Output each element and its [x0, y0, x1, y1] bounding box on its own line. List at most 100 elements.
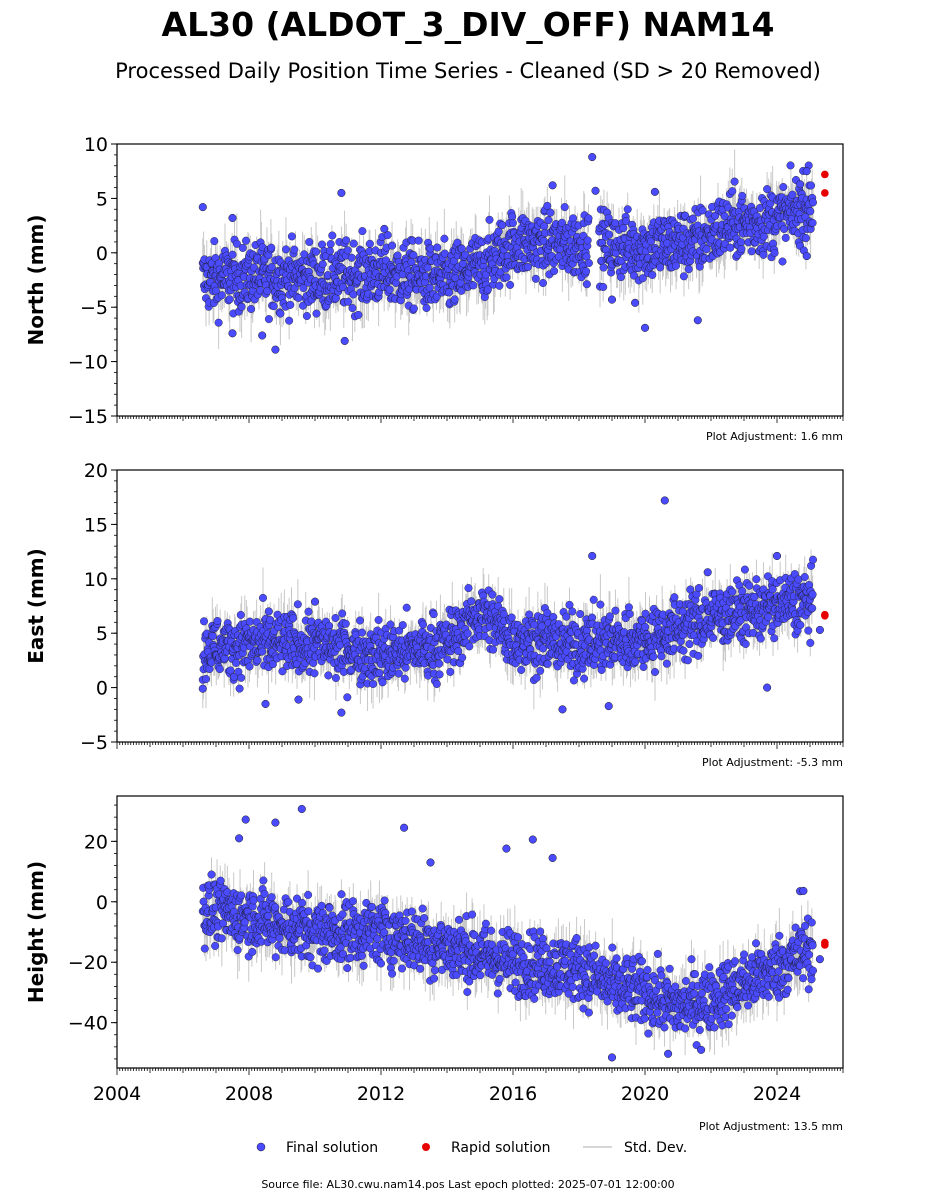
final-point [217, 291, 226, 300]
final-point [435, 659, 444, 668]
final-point [402, 603, 411, 612]
final-point [523, 262, 532, 271]
final-point [543, 659, 552, 668]
final-point-outlier [660, 496, 669, 505]
final-point [537, 622, 546, 631]
final-point [506, 280, 515, 289]
final-point [809, 198, 818, 207]
final-point [560, 203, 569, 212]
final-point-outlier [693, 316, 702, 325]
final-point [400, 674, 409, 683]
final-point [625, 610, 634, 619]
final-point [201, 675, 210, 684]
final-point [454, 647, 463, 656]
final-point [796, 621, 805, 630]
final-point [568, 607, 577, 616]
final-point [589, 595, 598, 604]
final-point [752, 575, 761, 584]
final-point-outlier [198, 684, 207, 693]
final-point [806, 638, 815, 647]
final-point [728, 187, 737, 196]
final-point [342, 236, 351, 245]
final-point [611, 606, 620, 615]
y-tick-label: 5 [96, 623, 108, 645]
final-point [435, 670, 444, 679]
final-point [685, 640, 694, 649]
final-point [386, 620, 395, 629]
final-point-outlier [258, 331, 267, 340]
final-point-outlier [337, 188, 346, 198]
final-point [737, 244, 746, 253]
final-point-outlier [588, 551, 597, 561]
final-point [349, 290, 358, 299]
final-point [469, 281, 478, 290]
final-point [349, 239, 358, 248]
final-point-outlier [228, 213, 237, 223]
final-point [267, 243, 276, 252]
final-point-outlier [763, 683, 772, 692]
final-point [759, 232, 768, 241]
final-point-outlier [802, 167, 811, 176]
final-point-outlier [198, 203, 207, 212]
final-point [245, 662, 254, 671]
final-point [214, 318, 223, 327]
final-point [631, 657, 640, 666]
final-point [702, 245, 711, 254]
final-point [730, 177, 739, 186]
final-point [228, 250, 237, 259]
final-point [276, 309, 285, 318]
final-point [312, 309, 321, 318]
final-point [457, 244, 466, 253]
final-point-outlier [588, 153, 597, 162]
final-point [689, 214, 698, 223]
final-point-outlier [802, 252, 811, 261]
final-point [358, 227, 367, 236]
final-point [263, 287, 272, 296]
final-point [266, 615, 275, 624]
final-point-outlier [650, 187, 659, 196]
final-point [483, 285, 492, 294]
final-point [232, 658, 241, 667]
final-point [422, 304, 431, 313]
final-point [489, 645, 498, 654]
final-point [414, 236, 423, 245]
final-point [464, 584, 473, 593]
final-point [507, 613, 516, 622]
plot-area [198, 149, 829, 354]
final-point [605, 230, 614, 239]
final-point [354, 310, 363, 319]
final-point-outlier [604, 702, 613, 711]
final-point [686, 585, 695, 594]
final-point [245, 617, 254, 626]
final-point [558, 218, 567, 227]
final-point [331, 614, 340, 623]
final-point [375, 669, 384, 678]
final-point [394, 669, 403, 678]
rapid-point [821, 611, 829, 620]
final-point [289, 614, 298, 623]
final-point [763, 185, 772, 194]
final-point [679, 272, 688, 281]
final-point [409, 251, 418, 260]
final-point-outlier [548, 181, 557, 190]
final-point [343, 693, 352, 702]
final-point [756, 634, 765, 643]
final-point [709, 633, 718, 642]
final-point [339, 283, 348, 292]
final-point [638, 274, 647, 283]
final-point [778, 257, 787, 266]
final-point-outlier [294, 695, 303, 704]
final-point-outlier [703, 568, 712, 577]
final-point [770, 634, 779, 643]
final-point [465, 642, 474, 651]
final-point [268, 660, 277, 669]
final-point [502, 273, 511, 282]
final-point [584, 259, 593, 268]
final-point-outlier [228, 329, 237, 338]
final-point [488, 590, 497, 599]
final-point [458, 653, 467, 662]
final-point [264, 315, 273, 324]
final-point [343, 246, 352, 255]
final-point [656, 263, 665, 272]
plot-area [198, 496, 829, 717]
